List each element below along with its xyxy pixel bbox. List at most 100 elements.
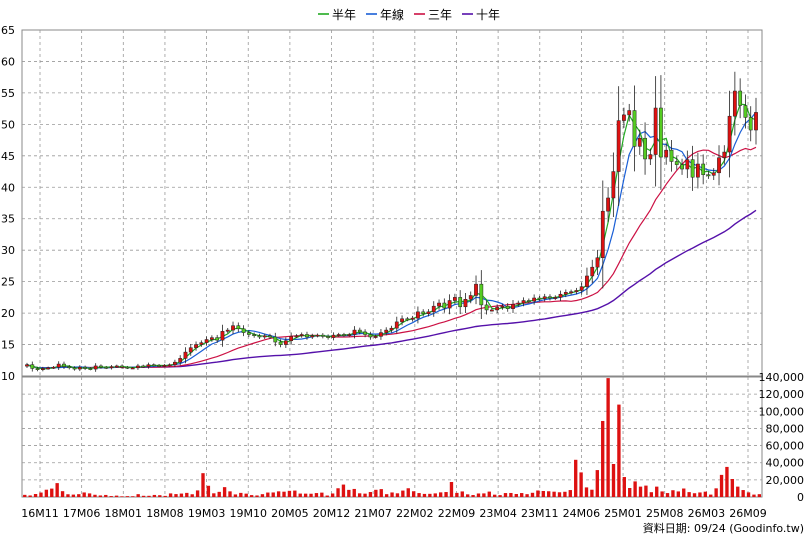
- candle: [748, 106, 753, 142]
- volume-bar: [692, 493, 697, 497]
- volume-bar: [336, 488, 340, 497]
- candle: [46, 366, 51, 370]
- candle: [178, 355, 183, 366]
- candle-body: [701, 163, 706, 175]
- candle-body: [231, 325, 235, 331]
- candle: [516, 300, 521, 307]
- legend: 半年 年線 三年 十年: [318, 7, 500, 22]
- candle: [743, 94, 748, 129]
- volume-bar: [525, 494, 529, 497]
- candle-body: [167, 364, 172, 367]
- candle-body: [743, 105, 748, 118]
- candle: [590, 259, 595, 284]
- candle: [400, 315, 404, 326]
- candle: [447, 294, 452, 315]
- candle: [674, 156, 679, 170]
- candle-body: [379, 332, 383, 337]
- volume-bar: [136, 494, 140, 497]
- candle-body: [114, 365, 119, 368]
- volume-bar: [314, 493, 319, 497]
- candle-body: [622, 114, 626, 121]
- candle-body: [468, 295, 473, 300]
- candle: [537, 295, 542, 301]
- volume-bar: [547, 491, 551, 497]
- candle: [696, 152, 700, 189]
- candle-body: [210, 337, 214, 340]
- volume-bar: [595, 470, 599, 497]
- candle: [157, 364, 161, 368]
- volume-bar: [66, 494, 70, 497]
- candle-body: [188, 347, 193, 353]
- volume-bar: [466, 494, 470, 497]
- candle: [62, 361, 66, 369]
- candle: [252, 332, 257, 338]
- volume-bar: [568, 490, 572, 497]
- candle: [717, 145, 721, 186]
- candle-body: [67, 366, 72, 369]
- candle-body: [484, 304, 489, 311]
- candle-body: [194, 344, 198, 348]
- candle: [558, 290, 563, 301]
- x-tick-label: 22M09: [438, 507, 476, 520]
- volume-bar: [676, 491, 681, 497]
- volume-bar: [449, 482, 454, 497]
- candle-body: [558, 293, 563, 298]
- volume-bar: [249, 495, 254, 497]
- volume-bar: [303, 493, 308, 497]
- volume-bars: [23, 378, 762, 497]
- volume-bar: [163, 495, 167, 497]
- volume-bar: [125, 496, 130, 497]
- volume-bar: [266, 492, 270, 497]
- candle: [141, 364, 146, 368]
- volume-tick-label: 80,000: [766, 422, 805, 435]
- candle: [585, 267, 589, 296]
- volume-bar: [752, 494, 756, 497]
- candle-body: [72, 367, 77, 370]
- candle-body: [680, 164, 684, 170]
- volume-bar: [260, 494, 265, 497]
- volume-bar: [309, 493, 313, 497]
- candle-body: [262, 335, 267, 338]
- x-tick-label: 22M02: [396, 507, 434, 520]
- volume-bar: [552, 491, 556, 497]
- volume-bar: [628, 488, 632, 497]
- candle: [268, 333, 272, 339]
- candle-body: [352, 329, 357, 335]
- x-tick-label: 26M03: [688, 507, 726, 520]
- candle-body: [664, 149, 669, 158]
- candle: [236, 322, 241, 333]
- volume-bar: [638, 486, 643, 497]
- price-tick-label: 10: [1, 370, 15, 383]
- candle: [379, 329, 383, 340]
- volume-bar: [44, 489, 49, 497]
- candle-body: [331, 334, 336, 338]
- volume-bar: [493, 494, 497, 497]
- volume-bar: [714, 488, 718, 497]
- candle: [727, 90, 732, 178]
- candle-body: [574, 290, 579, 292]
- candle: [72, 366, 77, 371]
- candle-body: [125, 366, 130, 369]
- candle: [706, 171, 711, 179]
- volume-bar: [347, 489, 351, 497]
- candle-body: [463, 299, 468, 308]
- candle-body: [342, 334, 346, 336]
- x-tick-label: 16M11: [21, 507, 59, 520]
- candle-body: [146, 364, 151, 367]
- legend-label: 三年: [428, 8, 452, 22]
- volume-bar: [293, 490, 297, 497]
- volume-bar: [444, 492, 448, 497]
- candle: [67, 364, 72, 370]
- price-tick-label: 50: [1, 118, 15, 131]
- candle: [690, 145, 695, 191]
- candle-body: [410, 317, 415, 320]
- candle-body: [151, 364, 156, 367]
- candle: [754, 97, 758, 145]
- candle: [336, 332, 341, 337]
- volume-bar: [368, 492, 373, 497]
- volume-bar: [611, 464, 616, 497]
- volume-bar: [557, 492, 562, 497]
- volume-bar: [330, 493, 335, 497]
- candle: [373, 334, 378, 339]
- candle: [632, 85, 637, 172]
